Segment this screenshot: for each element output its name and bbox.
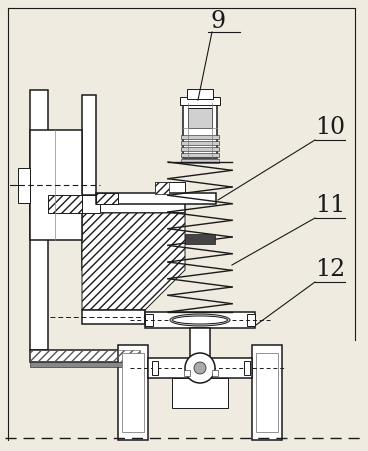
- Polygon shape: [181, 153, 219, 157]
- Text: 9: 9: [210, 10, 226, 33]
- Polygon shape: [181, 135, 219, 139]
- Circle shape: [194, 362, 206, 374]
- Polygon shape: [181, 147, 219, 151]
- Polygon shape: [30, 350, 140, 362]
- Polygon shape: [244, 361, 250, 375]
- Polygon shape: [188, 108, 212, 128]
- Polygon shape: [181, 159, 219, 163]
- Polygon shape: [82, 95, 96, 270]
- Polygon shape: [190, 328, 210, 366]
- Ellipse shape: [173, 316, 227, 324]
- Polygon shape: [18, 168, 30, 203]
- Polygon shape: [30, 130, 82, 240]
- Polygon shape: [145, 314, 153, 326]
- Text: 10: 10: [315, 116, 345, 139]
- Polygon shape: [247, 314, 255, 326]
- Polygon shape: [181, 141, 219, 145]
- Polygon shape: [172, 378, 228, 408]
- Polygon shape: [148, 358, 252, 378]
- Polygon shape: [30, 362, 140, 367]
- Polygon shape: [212, 370, 218, 376]
- Polygon shape: [118, 345, 148, 440]
- Polygon shape: [122, 353, 144, 432]
- Polygon shape: [185, 234, 215, 244]
- Polygon shape: [30, 90, 48, 350]
- Polygon shape: [82, 213, 185, 310]
- Text: 12: 12: [315, 258, 345, 281]
- Polygon shape: [152, 361, 158, 375]
- Polygon shape: [96, 193, 216, 204]
- Circle shape: [185, 353, 215, 383]
- Polygon shape: [180, 97, 220, 105]
- Polygon shape: [183, 103, 217, 158]
- Polygon shape: [252, 345, 282, 440]
- Polygon shape: [155, 182, 169, 194]
- Polygon shape: [155, 182, 185, 194]
- Polygon shape: [48, 195, 82, 213]
- Polygon shape: [256, 353, 278, 432]
- Polygon shape: [82, 310, 145, 324]
- Polygon shape: [30, 195, 185, 213]
- Polygon shape: [82, 195, 100, 213]
- Polygon shape: [187, 89, 213, 99]
- Polygon shape: [145, 312, 255, 328]
- Text: 11: 11: [315, 193, 345, 216]
- Ellipse shape: [170, 314, 230, 326]
- Polygon shape: [184, 370, 190, 376]
- Polygon shape: [96, 193, 118, 204]
